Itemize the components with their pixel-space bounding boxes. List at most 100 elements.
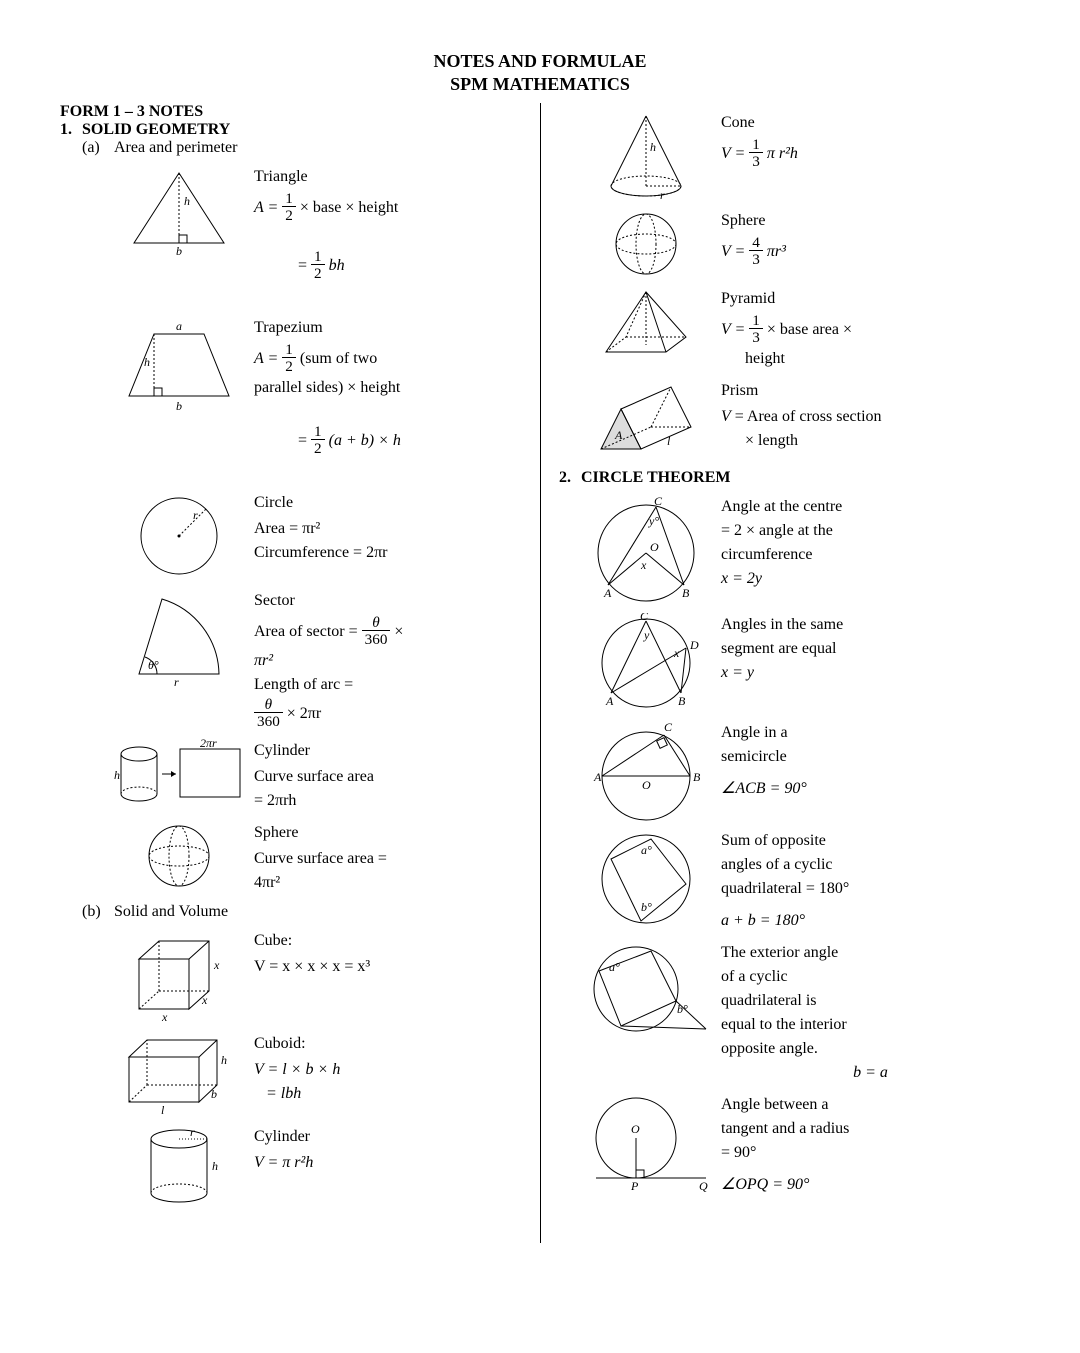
cube-name: Cube:	[254, 929, 522, 953]
svg-text:C: C	[640, 613, 649, 623]
cuboid-figure: l b h	[114, 1032, 244, 1117]
ct1-l4: x = 2y	[721, 567, 1020, 591]
cyl-vol-f1: V = π r²h	[254, 1151, 522, 1175]
svg-text:x: x	[161, 1010, 168, 1024]
trapezium-figure: a h b	[114, 316, 244, 416]
ct2-l2: segment are equal	[721, 637, 1020, 661]
ct2-figure: A B C D y x	[581, 613, 711, 713]
sec1b-title: Solid and Volume	[114, 903, 228, 921]
ct4-l2: angles of a cyclic	[721, 853, 1020, 877]
svg-text:P: P	[630, 1179, 639, 1193]
ct5-l3: quadrilateral is	[721, 989, 1020, 1013]
ct5-l6: b = a	[721, 1061, 1020, 1085]
svg-text:O: O	[650, 540, 659, 554]
svg-text:b: b	[176, 399, 182, 413]
svg-text:h: h	[650, 140, 656, 154]
prism-figure: A l	[581, 379, 711, 459]
sec2-title: CIRCLE THEOREM	[581, 469, 731, 487]
circle-figure: r	[114, 491, 244, 581]
sector-f4: θ360 × 2πr	[254, 697, 522, 731]
sphere-surf-name: Sphere	[254, 821, 522, 845]
svg-text:x: x	[201, 993, 208, 1007]
ct1-l1: Angle at the centre	[721, 495, 1020, 519]
ct5-l1: The exterior angle	[721, 941, 1020, 965]
ct5-figure: a° b°	[581, 941, 711, 1041]
cube-figure: x x x	[114, 929, 244, 1024]
cyl-surf-f2: = 2πrh	[254, 789, 522, 813]
svg-text:C: C	[654, 495, 663, 508]
sec1-title: SOLID GEOMETRY	[82, 121, 230, 139]
ct3-l3: ∠ACB = 90°	[721, 777, 1020, 801]
cube-f1: V = x × x × x = x³	[254, 955, 522, 979]
prism-f1: V = Area of cross section	[721, 405, 1020, 429]
triangle-name: Triangle	[254, 165, 522, 189]
pyramid-figure	[581, 287, 711, 367]
svg-text:O: O	[631, 1122, 640, 1136]
cuboid-f1: V = l × b × h	[254, 1058, 522, 1082]
cylinder-volume-figure: r h	[114, 1125, 244, 1210]
svg-text:O: O	[642, 778, 651, 792]
svg-text:a°: a°	[641, 843, 652, 857]
ct2-l1: Angles in the same	[721, 613, 1020, 637]
cyl-surf-f1: Curve surface area	[254, 765, 522, 789]
sector-f3: Length of arc =	[254, 673, 522, 697]
cylinder-surface-figure: h 2πr	[114, 739, 244, 809]
svg-text:Q: Q	[699, 1179, 708, 1193]
sphere-surface-figure	[114, 821, 244, 891]
triangle-f2: = 12 bh	[254, 225, 522, 307]
svg-text:h: h	[144, 355, 150, 369]
cyl-vol-name: Cylinder	[254, 1125, 522, 1149]
cyl-surf-name: Cylinder	[254, 739, 522, 763]
ct4-figure: a° b°	[581, 829, 711, 929]
ct1-l2: = 2 × angle at the	[721, 519, 1020, 543]
triangle-f1: A = 12 × base × height	[254, 191, 522, 225]
svg-text:b°: b°	[641, 900, 652, 914]
cone-f1: V = 13 π r²h	[721, 137, 1020, 171]
svg-text:h: h	[114, 768, 120, 782]
ct6-l1: Angle between a	[721, 1093, 1020, 1117]
prism-name: Prism	[721, 379, 1020, 403]
svg-text:b°: b°	[677, 1002, 688, 1016]
trapezium-name: Trapezium	[254, 316, 522, 340]
pyramid-f2: height	[721, 347, 1020, 371]
svg-text:C: C	[664, 721, 673, 734]
ct1-l3: circumference	[721, 543, 1020, 567]
sec1b-letter: (b)	[82, 903, 114, 921]
svg-text:y: y	[643, 628, 650, 642]
sec1-num: 1.	[60, 121, 82, 139]
circle-name: Circle	[254, 491, 522, 515]
ct4-l4: a + b = 180°	[721, 909, 1020, 933]
svg-text:a: a	[176, 319, 182, 333]
ct5-l4: equal to the interior	[721, 1013, 1020, 1037]
svg-text:h: h	[184, 194, 190, 208]
ct3-l2: semicircle	[721, 745, 1020, 769]
sector-name: Sector	[254, 589, 522, 613]
svg-text:B: B	[682, 586, 690, 600]
svg-text:2πr: 2πr	[200, 739, 217, 750]
sec1a-letter: (a)	[82, 139, 114, 157]
svg-text:A: A	[593, 770, 602, 784]
triangle-figure: h b	[114, 165, 244, 255]
form-notes: FORM 1 – 3 NOTES	[60, 103, 522, 121]
ct5-l5: opposite angle.	[721, 1037, 1020, 1061]
svg-text:x: x	[640, 558, 647, 572]
circle-f2: Circumference = 2πr	[254, 541, 522, 565]
ct6-l4: ∠OPQ = 90°	[721, 1173, 1020, 1197]
sphere-surf-f2: 4πr²	[254, 871, 522, 895]
ct5-l2: of a cyclic	[721, 965, 1020, 989]
cone-name: Cone	[721, 111, 1020, 135]
sec2-num: 2.	[559, 469, 581, 487]
svg-text:h: h	[212, 1159, 218, 1173]
svg-text:l: l	[161, 1103, 165, 1117]
prism-f2: × length	[721, 429, 1020, 453]
cuboid-name: Cuboid:	[254, 1032, 522, 1056]
svg-text:a°: a°	[609, 960, 620, 974]
ct6-l3: = 90°	[721, 1141, 1020, 1165]
cuboid-f2: = lbh	[254, 1082, 522, 1106]
pyramid-name: Pyramid	[721, 287, 1020, 311]
ct2-l3: x = y	[721, 661, 1020, 685]
svg-text:B: B	[693, 770, 701, 784]
trapezium-f3: = 12 (a + b) × h	[254, 400, 522, 482]
page-title-1: NOTES AND FORMULAE	[60, 50, 1020, 73]
pyramid-f1: V = 13 × base area ×	[721, 313, 1020, 347]
